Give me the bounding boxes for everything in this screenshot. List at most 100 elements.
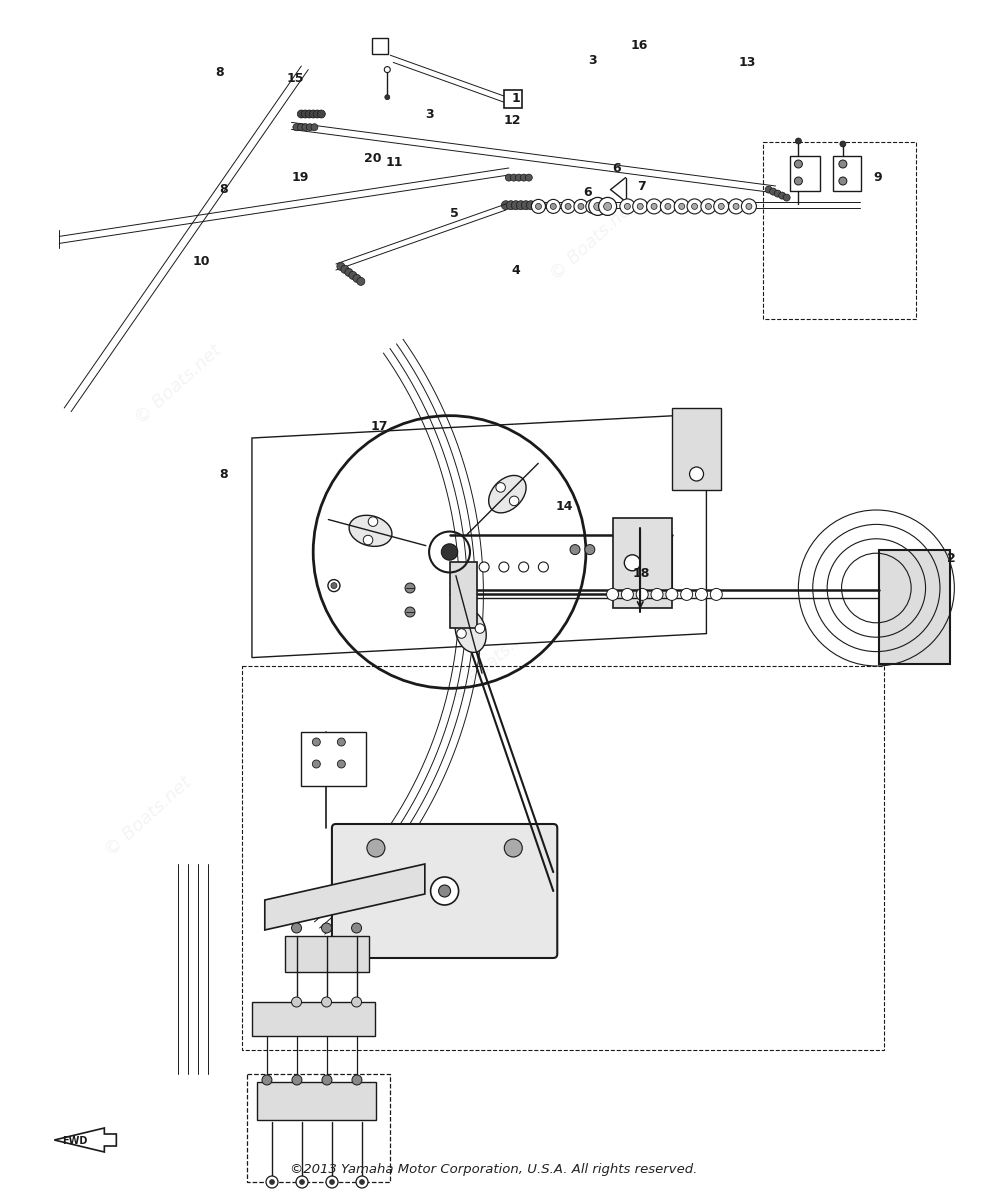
Ellipse shape	[489, 475, 526, 512]
Circle shape	[521, 174, 528, 181]
Circle shape	[532, 199, 545, 214]
Circle shape	[839, 160, 847, 168]
Circle shape	[624, 554, 640, 571]
Circle shape	[590, 203, 596, 209]
Polygon shape	[54, 1128, 117, 1152]
Circle shape	[266, 1176, 278, 1188]
Circle shape	[687, 199, 702, 214]
Circle shape	[666, 588, 678, 600]
Text: 6: 6	[583, 186, 592, 198]
Circle shape	[574, 199, 588, 214]
Circle shape	[507, 200, 516, 210]
Circle shape	[681, 588, 693, 600]
Text: 11: 11	[385, 156, 403, 168]
Circle shape	[779, 192, 785, 199]
Bar	[763, 142, 916, 319]
Circle shape	[619, 199, 635, 214]
Circle shape	[690, 467, 703, 481]
Circle shape	[783, 194, 790, 202]
Circle shape	[665, 203, 671, 209]
Circle shape	[561, 199, 575, 214]
Circle shape	[550, 203, 556, 209]
Circle shape	[291, 997, 301, 1007]
Circle shape	[456, 629, 466, 638]
Bar	[504, 90, 522, 108]
Circle shape	[651, 203, 657, 209]
Circle shape	[357, 277, 365, 286]
Circle shape	[660, 199, 676, 214]
Circle shape	[700, 199, 716, 214]
Circle shape	[321, 923, 332, 934]
Text: 3: 3	[588, 54, 597, 66]
Bar	[242, 666, 884, 1050]
Circle shape	[607, 588, 618, 600]
Circle shape	[535, 203, 541, 209]
Circle shape	[621, 588, 633, 600]
Bar	[879, 550, 950, 664]
FancyBboxPatch shape	[332, 824, 557, 958]
Circle shape	[356, 1176, 368, 1188]
Circle shape	[646, 199, 662, 214]
Text: 3: 3	[425, 108, 434, 120]
Circle shape	[674, 199, 690, 214]
Text: FWD: FWD	[62, 1136, 88, 1146]
Circle shape	[599, 197, 617, 215]
Circle shape	[512, 200, 521, 210]
Circle shape	[586, 199, 600, 214]
Circle shape	[589, 197, 607, 215]
Circle shape	[367, 839, 385, 857]
Circle shape	[795, 138, 801, 144]
Bar	[790, 156, 820, 191]
Circle shape	[297, 110, 305, 118]
Circle shape	[306, 124, 313, 131]
Bar	[672, 408, 721, 490]
Text: 10: 10	[193, 256, 210, 268]
Circle shape	[364, 535, 372, 545]
Bar	[301, 732, 366, 786]
Text: 15: 15	[287, 72, 304, 84]
Text: 5: 5	[450, 208, 458, 220]
Circle shape	[651, 588, 663, 600]
Text: 7: 7	[637, 180, 646, 192]
Circle shape	[405, 583, 415, 593]
Circle shape	[262, 1075, 272, 1085]
Circle shape	[301, 110, 309, 118]
Circle shape	[299, 1180, 304, 1184]
Text: 16: 16	[630, 40, 648, 52]
Text: 4: 4	[512, 264, 521, 276]
Bar	[285, 936, 369, 972]
Circle shape	[360, 1180, 365, 1184]
Circle shape	[570, 545, 580, 554]
Bar	[613, 518, 672, 608]
Circle shape	[705, 203, 711, 209]
Text: 17: 17	[370, 420, 388, 432]
Circle shape	[718, 203, 724, 209]
Circle shape	[442, 544, 457, 560]
Circle shape	[291, 1075, 302, 1085]
Ellipse shape	[349, 515, 392, 546]
Circle shape	[604, 203, 612, 210]
Text: 18: 18	[632, 568, 650, 580]
Circle shape	[546, 199, 560, 214]
Circle shape	[337, 760, 346, 768]
Circle shape	[501, 200, 511, 210]
Circle shape	[309, 110, 317, 118]
Circle shape	[321, 997, 332, 1007]
Circle shape	[741, 199, 757, 214]
Circle shape	[313, 110, 321, 118]
Circle shape	[632, 199, 648, 214]
Circle shape	[352, 997, 362, 1007]
Polygon shape	[265, 864, 425, 930]
Circle shape	[585, 545, 595, 554]
Text: 13: 13	[739, 56, 757, 68]
Circle shape	[349, 271, 357, 280]
Circle shape	[728, 199, 744, 214]
Circle shape	[326, 1176, 338, 1188]
Circle shape	[578, 203, 584, 209]
Text: 1: 1	[512, 92, 521, 104]
Circle shape	[330, 1180, 335, 1184]
Bar	[257, 1082, 375, 1121]
Circle shape	[733, 203, 739, 209]
Circle shape	[291, 923, 301, 934]
Text: © Boats.net: © Boats.net	[131, 341, 224, 427]
